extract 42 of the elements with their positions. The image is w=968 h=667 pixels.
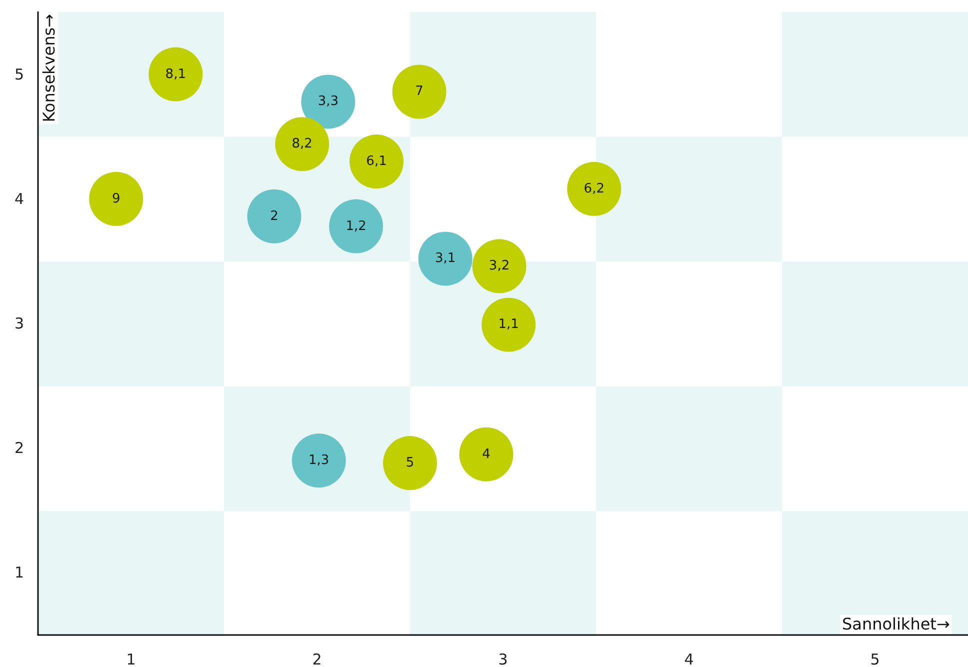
y-tick-label: 4 [14,190,24,208]
series-label: 1,3 [308,453,330,468]
series-label: 9 [112,191,120,206]
series-label: 5 [406,456,414,471]
series-label: 3,1 [434,251,456,266]
x-tick-label: 1 [126,650,136,667]
point [567,162,622,216]
point [148,47,203,102]
series-label: 3,2 [488,258,510,274]
point [301,74,356,129]
x-tick-label: 5 [870,650,880,667]
series-label: 3,3 [318,94,339,110]
y-tick-label: 3 [14,314,24,332]
point [350,134,404,189]
point [275,117,330,172]
point [383,436,437,490]
series-label: 8,2 [292,136,312,152]
point [292,434,346,488]
x-tick-label: 2 [312,650,322,667]
x-axis-title: Sannolikhet→ [842,614,950,634]
point [89,172,144,226]
series-label: 6,1 [366,154,387,170]
point [482,298,536,352]
x-tick-label: 4 [684,650,694,667]
series-label: 6,2 [584,181,604,196]
series-label: 8,1 [165,66,186,82]
y-axis-title: Konsekvens→ [40,14,58,122]
point [247,189,302,244]
series-label: 1,2 [346,218,366,234]
point [392,64,446,119]
series-label: 4 [482,446,490,462]
point [329,199,384,254]
y-tick-label: 5 [14,65,24,84]
series-label: 2 [270,208,278,224]
point [418,232,472,286]
series-label: 7 [415,84,424,100]
y-tick-label: 1 [14,564,24,582]
y-tick-label: 2 [14,439,24,458]
point [459,427,514,482]
x-tick-label: 3 [498,650,508,667]
point [472,239,526,294]
series-label: 1,1 [498,317,519,332]
